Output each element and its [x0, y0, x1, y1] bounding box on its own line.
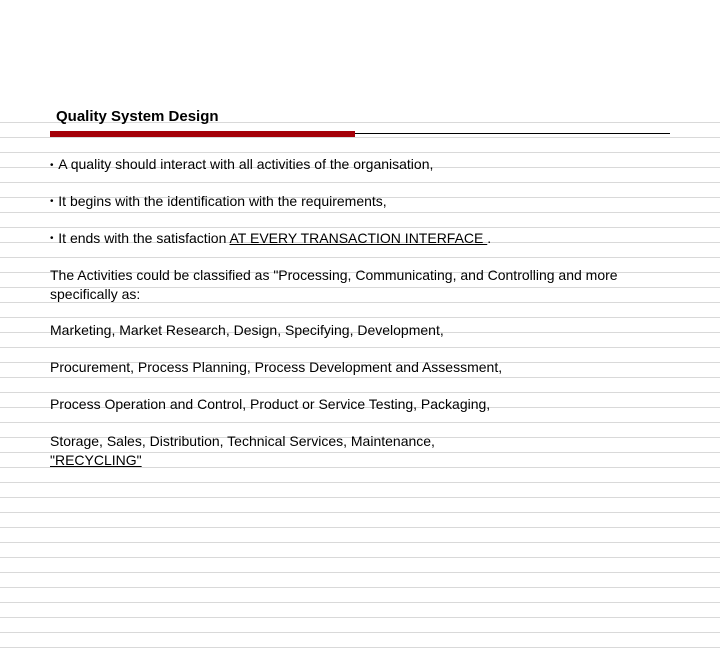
- bullet-text-after: .: [487, 230, 491, 246]
- paragraph-1: The Activities could be classified as "P…: [50, 266, 670, 304]
- paragraph-5-before: Storage, Sales, Distribution, Technical …: [50, 433, 435, 449]
- title-underline-accent: [50, 131, 355, 137]
- title-underline: [50, 131, 670, 137]
- paragraph-5-underlined: "RECYCLING": [50, 452, 142, 468]
- bullet-dot: •: [50, 233, 56, 244]
- paragraph-2: Marketing, Market Research, Design, Spec…: [50, 321, 670, 340]
- slide-title: Quality System Design: [56, 108, 670, 125]
- bullet-text: A quality should interact with all activ…: [58, 156, 433, 172]
- paragraph-3: Procurement, Process Planning, Process D…: [50, 358, 670, 377]
- bullet-dot: •: [50, 160, 56, 171]
- bullet-dot: •: [50, 196, 56, 207]
- slide-content: Quality System Design • A quality should…: [0, 108, 720, 470]
- bullet-2: • It begins with the identification with…: [50, 192, 670, 211]
- bullet-3: • It ends with the satisfaction AT EVERY…: [50, 229, 670, 248]
- bullet-text-before: It ends with the satisfaction: [58, 230, 229, 246]
- bullet-1: • A quality should interact with all act…: [50, 155, 670, 174]
- paragraph-5: Storage, Sales, Distribution, Technical …: [50, 432, 670, 470]
- bullet-text: It begins with the identification with t…: [58, 193, 386, 209]
- bullet-text-underlined: AT EVERY TRANSACTION INTERFACE: [230, 230, 488, 246]
- paragraph-4: Process Operation and Control, Product o…: [50, 395, 670, 414]
